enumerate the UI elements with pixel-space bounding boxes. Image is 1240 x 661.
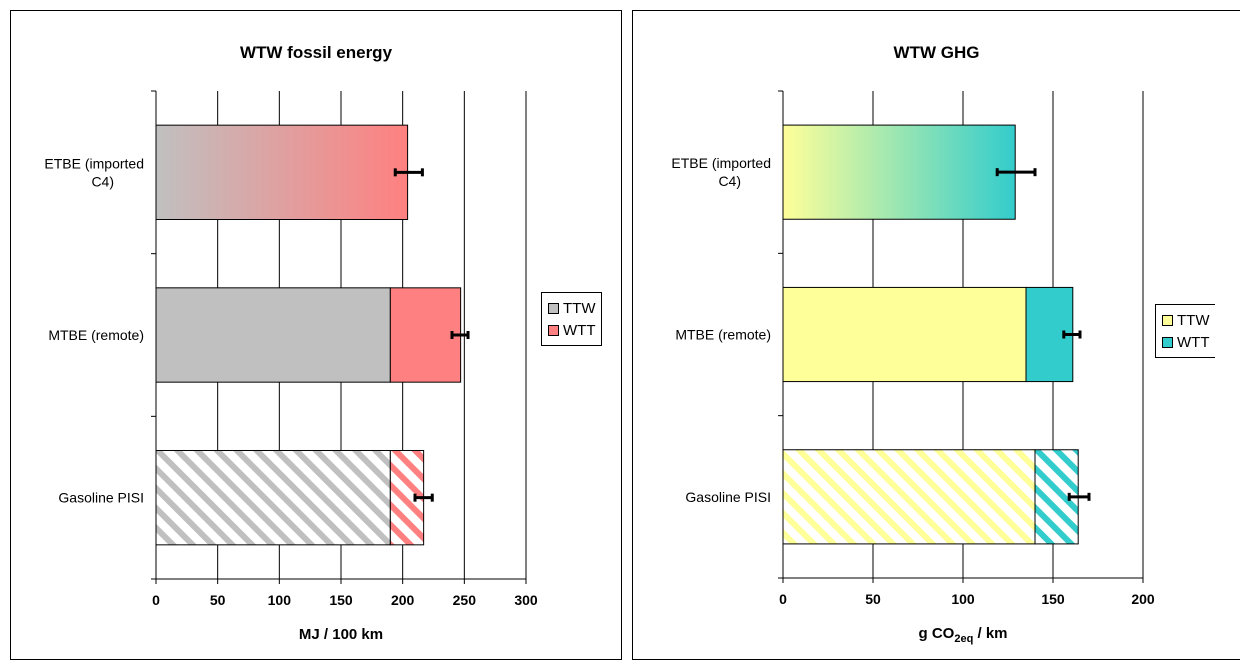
x-axis-label: g CO2eq / km: [919, 625, 1008, 645]
legend: TTW WTT: [1155, 304, 1216, 358]
x-tick-label: 150: [1041, 591, 1065, 607]
category-label: MTBE (remote): [48, 327, 144, 343]
x-tick-label: 50: [865, 591, 881, 607]
category-label: Gasoline PISI: [58, 490, 144, 506]
x-tick-label: 300: [514, 592, 538, 608]
chart-title: WTW fossil energy: [239, 43, 393, 62]
category-label: ETBE (imported C4): [671, 155, 771, 189]
legend-swatch-wtt: [1162, 336, 1173, 348]
x-tick-label: 250: [453, 592, 477, 608]
x-tick-label: 150: [329, 592, 353, 608]
category-label: MTBE (remote): [675, 327, 771, 343]
ghg-chart: 0 50 100 150 200 ETBE (imported C4) MTBE (remot…: [671, 90, 1155, 645]
legend-entry-ttw: TTW: [1162, 309, 1209, 331]
bar-total: [155, 124, 409, 221]
ghg-chart-panel: WTW GHG 0 50 100 150 200 ETBE (imported C4) MTB…: [632, 10, 1240, 660]
legend-label-wtt: WTT: [1177, 333, 1210, 351]
x-tick-label: 100: [268, 592, 292, 608]
x-tick-label: 0: [152, 592, 160, 608]
legend-entry-ttw: TTW: [548, 297, 595, 319]
bar-ttw: [782, 449, 1036, 545]
legend-entry-wtt: WTT: [1162, 331, 1209, 353]
bar-total: [782, 124, 1016, 220]
legend-label-ttw: TTW: [1177, 311, 1210, 329]
bar-ttw: [155, 449, 391, 546]
legend-swatch-ttw: [548, 302, 559, 314]
x-tick-label: 200: [391, 592, 415, 608]
legend-swatch-ttw: [1162, 314, 1173, 326]
x-tick-label: 0: [779, 591, 787, 607]
legend-swatch-wtt: [548, 324, 559, 336]
legend-label-ttw: TTW: [563, 299, 596, 317]
x-tick-label: 50: [210, 592, 226, 608]
x-axis-label: MJ / 100 km: [299, 626, 383, 643]
chart-title: WTW GHG: [893, 43, 980, 62]
x-tick-label: 200: [1131, 591, 1155, 607]
legend-label-wtt: WTT: [563, 321, 596, 339]
fossil-energy-chart: 0 50 100 150 200 250 300 ETBE (imported C4) MTBE …: [44, 90, 538, 643]
x-tick-label: 100: [951, 591, 975, 607]
bar-ttw: [782, 286, 1027, 383]
legend-entry-wtt: WTT: [548, 319, 595, 341]
bar-ttw: [155, 287, 391, 383]
legend: TTW WTT: [541, 292, 603, 346]
category-label: ETBE (imported C4): [44, 155, 144, 189]
fossil-energy-chart-panel: WTW fossil energy 0 50 100 150 200 250 300 ETBE…: [10, 10, 622, 660]
category-label: Gasoline PISI: [685, 489, 771, 505]
bar-wtt: [389, 287, 462, 383]
